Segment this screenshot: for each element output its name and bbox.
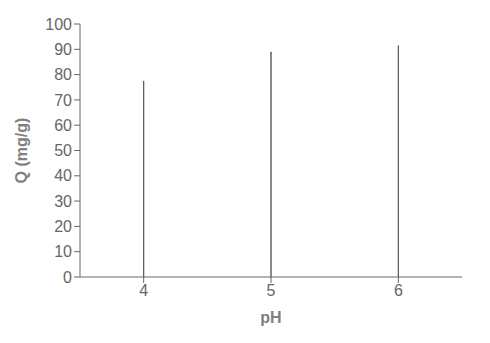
svg-text:70: 70 xyxy=(54,92,72,109)
svg-text:80: 80 xyxy=(54,66,72,83)
svg-text:5: 5 xyxy=(267,282,276,299)
svg-text:60: 60 xyxy=(54,117,72,134)
svg-text:6: 6 xyxy=(394,282,403,299)
svg-text:Q (mg/g): Q (mg/g) xyxy=(13,118,30,184)
svg-text:10: 10 xyxy=(54,243,72,260)
svg-text:0: 0 xyxy=(63,269,72,286)
svg-text:30: 30 xyxy=(54,193,72,210)
svg-text:90: 90 xyxy=(54,41,72,58)
svg-text:4: 4 xyxy=(139,282,148,299)
svg-text:50: 50 xyxy=(54,142,72,159)
svg-text:20: 20 xyxy=(54,218,72,235)
svg-text:pH: pH xyxy=(260,309,281,326)
svg-text:40: 40 xyxy=(54,167,72,184)
svg-text:100: 100 xyxy=(45,16,72,33)
